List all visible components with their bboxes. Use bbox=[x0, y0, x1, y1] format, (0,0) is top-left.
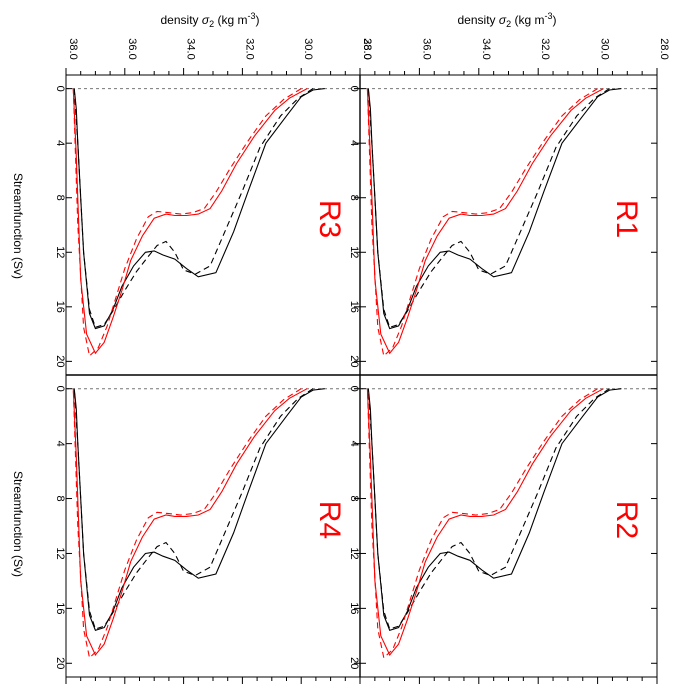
top-axis-title-unit-close: ) bbox=[255, 13, 259, 27]
streamfunction-tick-label: 16 bbox=[54, 301, 66, 313]
density-tick-label: 28.0 bbox=[361, 38, 373, 59]
panel-label: R2 bbox=[610, 501, 643, 539]
series-line-black-dashed bbox=[367, 388, 610, 630]
ticks-layer: 0 4 8 12 16 20 38.0 36.0 34.0 32.0 30.0 28.0 0 4 8 12 16… bbox=[54, 38, 670, 684]
top-axis-title-symbol: σ bbox=[499, 13, 507, 27]
series-line-black-solid bbox=[367, 88, 622, 330]
streamfunction-tick-label: 4 bbox=[54, 140, 66, 146]
series-line-red-dashed bbox=[366, 388, 598, 659]
top-axis-title-subscript: 2 bbox=[209, 19, 214, 29]
top-axis-title-prefix: density bbox=[161, 13, 202, 27]
density-tick-label: 34.0 bbox=[185, 38, 197, 59]
panel-label: R3 bbox=[313, 200, 346, 238]
streamfunction-tick-label: 8 bbox=[54, 195, 66, 201]
top-axis-title-unit-open: (kg m bbox=[511, 13, 544, 27]
top-axis-title-symbol: σ bbox=[202, 13, 210, 27]
series-line-black-dashed bbox=[73, 88, 314, 328]
series-line-red-solid bbox=[366, 388, 604, 657]
series-line-black-solid bbox=[73, 88, 325, 330]
panel-label: R4 bbox=[313, 501, 346, 539]
top-axis-title-right: density σ2 (kg m-3) bbox=[458, 11, 557, 29]
density-tick-label: 38.0 bbox=[67, 38, 79, 59]
streamfunction-tick-label: 4 bbox=[348, 441, 360, 447]
streamfunction-tick-label: 8 bbox=[348, 495, 360, 501]
density-tick-label: 36.0 bbox=[126, 38, 138, 59]
series-layer bbox=[72, 88, 622, 659]
streamfunction-tick-label: 20 bbox=[54, 657, 66, 669]
top-axis-title-prefix: density bbox=[458, 13, 499, 27]
zero-lines bbox=[66, 88, 657, 390]
streamfunction-tick-label: 0 bbox=[348, 386, 360, 392]
density-tick-label: 36.0 bbox=[420, 38, 432, 59]
top-axis-title-unit-exp: -3 bbox=[247, 11, 255, 21]
top-axis-title-unit-close: ) bbox=[552, 13, 556, 27]
series-line-black-dashed bbox=[367, 88, 610, 328]
streamfunction-tick-label: 4 bbox=[54, 441, 66, 447]
streamfunction-tick-label: 16 bbox=[54, 602, 66, 614]
panel-label: R1 bbox=[610, 200, 643, 238]
streamfunction-tick-label: 16 bbox=[348, 301, 360, 313]
density-tick-label: 38.0 bbox=[361, 38, 373, 59]
top-axis-title-subscript: 2 bbox=[506, 19, 511, 29]
streamfunction-tick-label: 4 bbox=[348, 140, 360, 146]
panel-frames bbox=[65, 74, 658, 678]
density-tick-label: 30.0 bbox=[302, 38, 314, 59]
streamfunction-tick-label: 0 bbox=[54, 386, 66, 392]
streamfunction-tick-label: 20 bbox=[348, 657, 360, 669]
streamfunction-tick-label: 20 bbox=[54, 355, 66, 367]
streamfunction-tick-label: 8 bbox=[348, 195, 360, 201]
density-tick-label: 34.0 bbox=[480, 38, 492, 59]
series-line-red-solid bbox=[366, 88, 604, 355]
streamfunction-tick-label: 16 bbox=[348, 602, 360, 614]
streamfunction-tick-label: 8 bbox=[54, 495, 66, 501]
panel-labels: R3 R1 R4 R2 bbox=[313, 200, 643, 539]
series-line-black-solid bbox=[367, 388, 622, 631]
streamfunction-tick-label: 12 bbox=[348, 246, 360, 258]
streamfunction-tick-label: 12 bbox=[348, 547, 360, 559]
streamfunction-tick-label: 12 bbox=[54, 246, 66, 258]
top-axis-title-unit-exp: -3 bbox=[544, 11, 552, 21]
streamfunction-tick-label: 20 bbox=[348, 355, 360, 367]
series-line-red-solid bbox=[72, 88, 308, 355]
series-line-black-dashed bbox=[73, 388, 314, 630]
streamfunction-tick-label: 12 bbox=[54, 547, 66, 559]
outer-frame bbox=[65, 74, 658, 678]
density-tick-label: 28.0 bbox=[658, 38, 670, 59]
left-axis-title-bottom: Streamfunction (Sv) bbox=[11, 471, 25, 577]
top-axis-title-left: density σ2 (kg m-3) bbox=[161, 11, 260, 29]
density-tick-label: 32.0 bbox=[243, 38, 255, 59]
left-axis-title-top: Streamfunction (Sv) bbox=[11, 173, 25, 279]
top-axis-title-unit-open: (kg m bbox=[214, 13, 247, 27]
streamfunction-tick-label: 0 bbox=[54, 86, 66, 92]
series-line-red-dashed bbox=[366, 88, 598, 357]
series-line-red-dashed bbox=[72, 388, 302, 659]
density-tick-label: 32.0 bbox=[539, 38, 551, 59]
series-line-black-solid bbox=[73, 388, 325, 631]
series-line-red-dashed bbox=[72, 88, 302, 357]
series-line-red-solid bbox=[72, 388, 308, 657]
density-tick-label: 30.0 bbox=[599, 38, 611, 59]
streamfunction-tick-label: 0 bbox=[348, 86, 360, 92]
